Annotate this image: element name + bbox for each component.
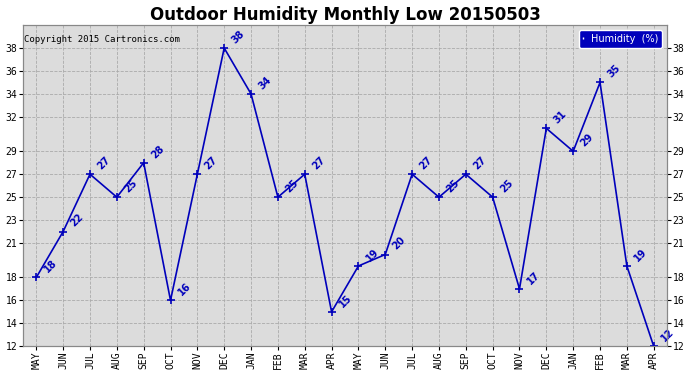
Text: Copyright 2015 Cartronics.com: Copyright 2015 Cartronics.com — [23, 35, 179, 44]
Text: 22: 22 — [69, 212, 86, 229]
Text: 31: 31 — [552, 109, 569, 126]
Title: Outdoor Humidity Monthly Low 20150503: Outdoor Humidity Monthly Low 20150503 — [150, 6, 540, 24]
Text: 17: 17 — [525, 270, 542, 286]
Legend: Humidity  (%): Humidity (%) — [580, 30, 662, 48]
Text: 25: 25 — [284, 178, 300, 194]
Text: 34: 34 — [257, 75, 273, 91]
Text: 27: 27 — [310, 155, 327, 171]
Text: 18: 18 — [42, 258, 59, 274]
Text: 25: 25 — [498, 178, 515, 194]
Text: 19: 19 — [364, 247, 381, 263]
Text: 38: 38 — [230, 28, 246, 45]
Text: 12: 12 — [659, 327, 676, 344]
Text: 15: 15 — [337, 292, 354, 309]
Text: 27: 27 — [95, 155, 112, 171]
Text: 16: 16 — [176, 281, 193, 298]
Text: 35: 35 — [606, 63, 622, 80]
Text: 27: 27 — [471, 155, 488, 171]
Text: 20: 20 — [391, 235, 407, 252]
Text: 29: 29 — [579, 132, 595, 148]
Text: 25: 25 — [122, 178, 139, 194]
Text: 25: 25 — [444, 178, 461, 194]
Text: 19: 19 — [633, 247, 649, 263]
Text: 27: 27 — [417, 155, 434, 171]
Text: 28: 28 — [149, 143, 166, 160]
Text: 27: 27 — [203, 155, 219, 171]
